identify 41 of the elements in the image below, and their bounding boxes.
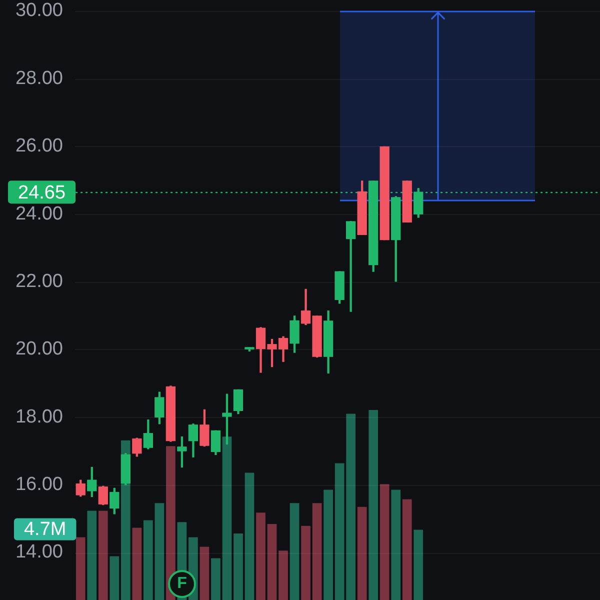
bar [402, 499, 412, 600]
y-tick-label: 20.00 [15, 338, 63, 360]
bar [278, 550, 288, 600]
bar [301, 526, 310, 600]
candlestick [346, 221, 356, 312]
bar [256, 512, 266, 600]
bar [76, 537, 86, 600]
y-tick-label: 22.00 [15, 270, 63, 292]
text: 4.7M [24, 518, 66, 540]
bar [166, 446, 176, 600]
bar [244, 472, 254, 600]
bar [324, 490, 333, 600]
bar [391, 490, 401, 600]
ref-line-label: 24.65 [18, 182, 66, 204]
bar [380, 484, 390, 600]
bar [87, 510, 97, 600]
bar [414, 530, 424, 600]
y-tick-label: 26.00 [15, 136, 63, 157]
bar [154, 503, 164, 600]
bar [222, 436, 232, 600]
bar [211, 558, 220, 600]
y-tick-label: 18.00 [15, 406, 63, 428]
bar [132, 528, 142, 600]
bar [144, 520, 153, 600]
bar [234, 534, 243, 600]
y-tick-label: 16.00 [15, 474, 63, 496]
bar [98, 510, 108, 600]
bar [110, 556, 120, 600]
bar [290, 503, 300, 600]
bar [200, 546, 210, 600]
bar [368, 410, 378, 600]
y-tick-label: 24.00 [15, 203, 63, 224]
y-tick-label: 30.00 [15, 0, 63, 22]
bar [346, 414, 356, 600]
y-tick-label: 28.00 [15, 68, 63, 89]
annotation: F [177, 575, 187, 593]
bar [357, 506, 367, 600]
bar [312, 503, 322, 600]
y-tick-label: 14.00 [15, 542, 63, 563]
bar [334, 463, 344, 600]
bar [267, 524, 277, 600]
